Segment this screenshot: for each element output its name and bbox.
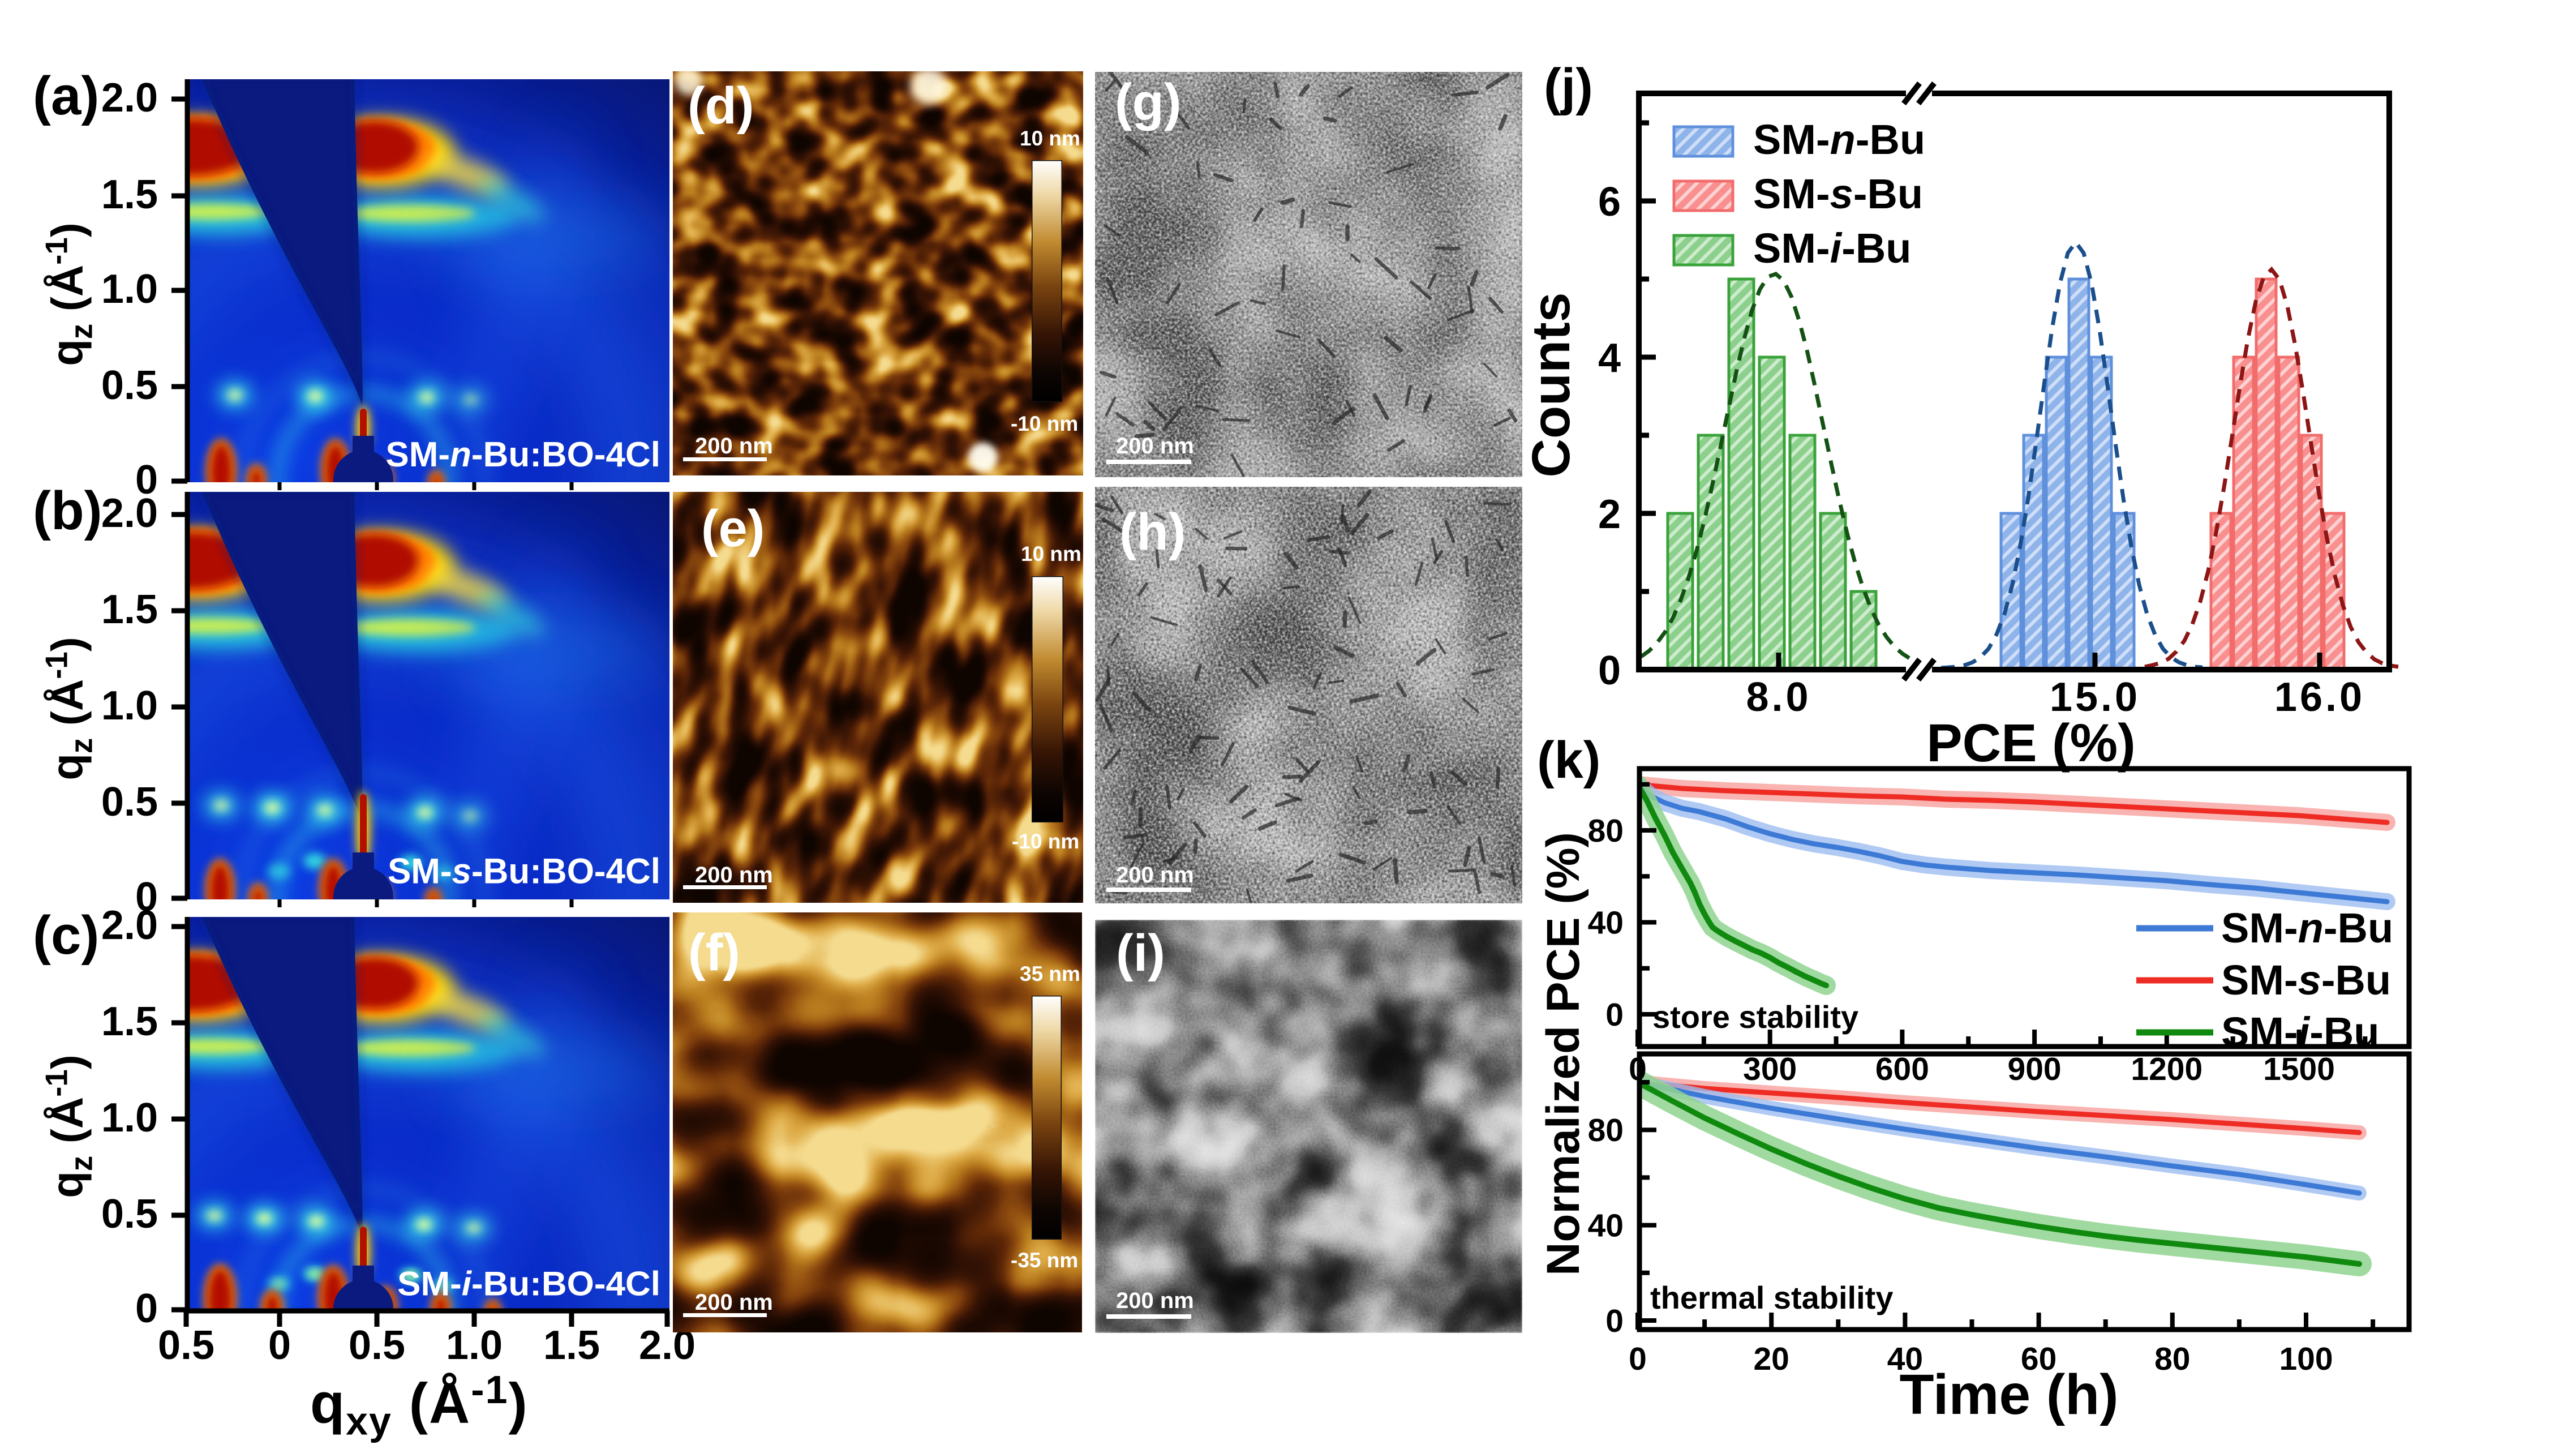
svg-text:0: 0 [1605,997,1624,1033]
svg-text:20: 20 [1753,1341,1789,1377]
svg-text:8.0: 8.0 [1746,675,1811,720]
svg-text:900: 900 [2008,1051,2062,1087]
svg-text:thermal stability: thermal stability [1650,1280,1893,1315]
svg-text:1200: 1200 [2131,1051,2203,1087]
svg-text:4: 4 [1598,336,1621,381]
svg-text:15.0: 15.0 [2050,675,2140,720]
svg-text:SM-s-Bu: SM-s-Bu [1753,170,1923,217]
svg-text:SM-s-Bu: SM-s-Bu [2221,957,2391,1004]
svg-text:6: 6 [1598,179,1621,225]
svg-text:40: 40 [1588,905,1624,941]
svg-text:80: 80 [1588,813,1624,849]
svg-text:0: 0 [1629,1051,1647,1087]
svg-text:16.0: 16.0 [2274,675,2365,720]
svg-text:100: 100 [2279,1341,2333,1377]
svg-text:80: 80 [2154,1341,2190,1377]
svg-text:SM-n-Bu: SM-n-Bu [1753,116,1925,163]
svg-text:2: 2 [1598,492,1621,537]
svg-text:store stability: store stability [1652,999,1858,1035]
svg-text:0: 0 [1629,1341,1647,1377]
svg-text:Time (h): Time (h) [1899,1363,2118,1426]
svg-text:Counts: Counts [1521,292,1581,477]
svg-text:SM-s-Bu:BO-4Cl: SM-s-Bu:BO-4Cl [388,852,660,891]
svg-text:40: 40 [1887,1341,1923,1377]
svg-text:600: 600 [1875,1051,1929,1087]
svg-text:0: 0 [1605,1303,1624,1339]
svg-text:80: 80 [1588,1112,1624,1148]
svg-text:Normalized PCE (%): Normalized PCE (%) [1538,832,1589,1276]
svg-text:0: 0 [1598,648,1621,693]
svg-text:SM-n-Bu: SM-n-Bu [2221,904,2393,951]
svg-text:SM-i-Bu:BO-4Cl: SM-i-Bu:BO-4Cl [397,1264,660,1302]
svg-text:PCE (%): PCE (%) [1926,713,2135,773]
svg-text:1500: 1500 [2263,1051,2335,1087]
svg-text:SM-i-Bu: SM-i-Bu [1753,225,1912,272]
svg-text:SM-i-Bu: SM-i-Bu [2221,1009,2380,1056]
svg-text:60: 60 [2021,1341,2056,1377]
svg-text:40: 40 [1588,1208,1624,1244]
svg-text:(k): (k) [1537,731,1600,789]
svg-text:SM-n-Bu:BO-4Cl: SM-n-Bu:BO-4Cl [385,435,660,474]
svg-text:(j): (j) [1544,58,1593,116]
svg-text:300: 300 [1743,1051,1797,1087]
